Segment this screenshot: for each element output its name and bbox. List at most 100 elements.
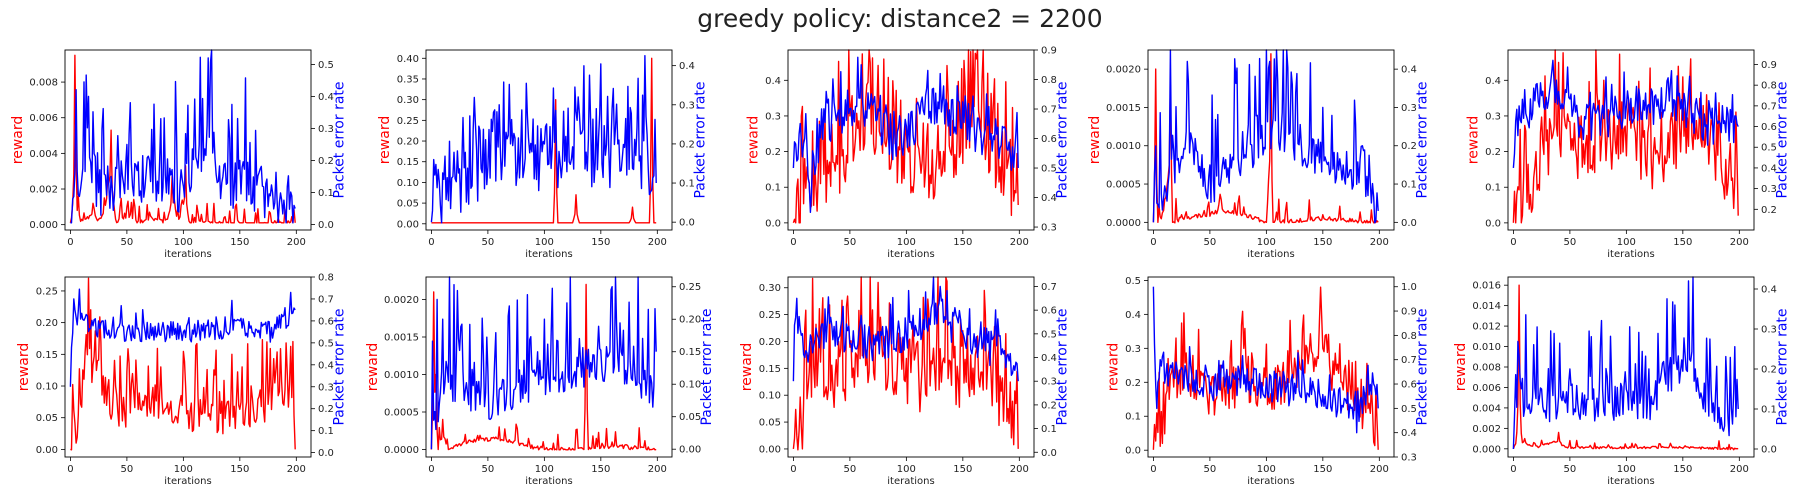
x-tick-label: 100 [174, 464, 193, 475]
y-left-tick-label: 0.25 [36, 286, 58, 297]
y-left-tick-label: 0.00 [36, 445, 58, 456]
subplot-6: 0 50 100 150 200 iterations 0.00 0.05 0.10 0.15 0.… [16, 273, 347, 488]
y-right-tick-label: 0.0 [1041, 448, 1057, 459]
y-right-axis-label: Packet error rate [1055, 308, 1071, 425]
y-right-tick-label: 0.5 [318, 338, 334, 349]
x-tick-label: 150 [591, 237, 610, 248]
plot-frame [787, 276, 1035, 458]
y-right-axis-label: Packet error rate [699, 308, 715, 425]
y-right-tick-label: 0.1 [1041, 424, 1057, 435]
y-right-tick-label: 0.2 [1401, 141, 1417, 152]
y-right-tick-label: 0.05 [679, 412, 701, 423]
y-right-tick-label: 0.0 [679, 218, 695, 229]
y-left-tick-label: 0.000 [29, 220, 58, 231]
x-tick-label: 0 [1510, 464, 1516, 475]
y-right-tick-label: 0.6 [318, 316, 334, 327]
y-left-tick-label: 0.002 [1472, 424, 1501, 435]
reward-line [430, 283, 657, 451]
x-tick-label: 0 [1510, 237, 1516, 248]
x-tick-label: 100 [897, 464, 916, 475]
y-right-tick-label: 0.6 [1761, 122, 1777, 133]
x-tick-label: 200 [1730, 237, 1749, 248]
y-left-tick-label: 0.25 [759, 310, 781, 321]
y-left-axis-label: reward [1105, 343, 1121, 392]
plot-frame [64, 49, 312, 231]
y-right-tick-label: 0.6 [1041, 134, 1057, 145]
y-right-tick-label: 0.3 [1401, 103, 1417, 114]
y-right-tick-label: 0.0 [318, 220, 334, 231]
y-right-tick-label: 0.3 [1401, 453, 1417, 464]
y-right-tick-label: 0.2 [1761, 205, 1777, 216]
x-tick-label: 200 [1010, 464, 1029, 475]
packet-error-line [1152, 49, 1379, 224]
x-tick-label: 200 [287, 464, 306, 475]
y-right-tick-label: 0.10 [679, 380, 701, 391]
y-right-tick-label: 0.1 [318, 426, 334, 437]
y-left-tick-label: 0.15 [36, 350, 58, 361]
packet-error-line [69, 288, 296, 387]
y-right-axis-label: Packet error rate [1415, 81, 1431, 198]
x-tick-label: 200 [648, 237, 667, 248]
x-tick-label: 0 [428, 464, 434, 475]
y-right-axis-label: Packet error rate [1055, 81, 1071, 198]
y-left-tick-label: 0.0020 [1106, 65, 1141, 76]
y-right-tick-label: 0.3 [318, 124, 334, 135]
y-right-tick-label: 0.5 [318, 60, 334, 71]
y-right-tick-label: 0.4 [1761, 285, 1777, 296]
y-left-axis-label: reward [10, 116, 26, 165]
y-right-axis-label: Packet error rate [1775, 81, 1791, 198]
y-left-tick-label: 0.008 [29, 78, 58, 89]
plot-frame [1147, 276, 1395, 458]
y-right-axis-label: Packet error rate [1415, 308, 1431, 425]
x-tick-label: 150 [1313, 237, 1332, 248]
x-tick-label: 150 [1313, 464, 1332, 475]
y-left-tick-label: 0.0015 [1106, 103, 1141, 114]
y-left-tick-label: 0.006 [29, 113, 58, 124]
x-tick-label: 50 [121, 464, 134, 475]
y-right-tick-label: 0.3 [1041, 377, 1057, 388]
y-right-tick-label: 0.3 [1761, 184, 1777, 195]
y-right-tick-label: 0.3 [1761, 325, 1777, 336]
y-right-tick-label: 0.25 [679, 282, 701, 293]
x-axis-label: iterations [1607, 249, 1654, 260]
x-tick-label: 50 [121, 237, 134, 248]
y-right-tick-label: 0.8 [1041, 75, 1057, 86]
y-left-tick-label: 0.008 [1472, 363, 1501, 374]
y-left-tick-label: 0.000 [1472, 444, 1501, 455]
y-right-tick-label: 0.00 [679, 445, 701, 456]
y-right-tick-label: 0.8 [318, 273, 334, 284]
x-tick-label: 100 [897, 237, 916, 248]
plot-frame [425, 276, 673, 458]
y-left-tick-label: 0.016 [1472, 281, 1501, 292]
y-right-tick-label: 0.3 [318, 382, 334, 393]
reward-line [1512, 284, 1739, 451]
y-left-tick-label: 0.10 [759, 391, 781, 402]
y-right-axis-label: Packet error rate [1775, 308, 1791, 425]
y-right-tick-label: 0.4 [1041, 353, 1057, 364]
y-right-tick-label: 0.9 [1041, 46, 1057, 57]
y-right-tick-label: 0.4 [1761, 163, 1777, 174]
y-left-axis-label: reward [377, 116, 393, 165]
subplot-1: 0 50 100 150 200 iterations 0.000 0.002 0.004 0.0… [10, 49, 348, 260]
x-axis-label: iterations [1247, 476, 1294, 487]
x-tick-label: 0 [67, 464, 73, 475]
y-right-tick-label: 0.8 [1761, 81, 1777, 92]
plot-frame [1507, 49, 1755, 231]
y-left-tick-label: 0.1 [765, 183, 781, 194]
y-right-tick-label: 0.9 [1401, 307, 1417, 318]
subplot-5: 0 50 100 150 200 iterations 0.0 0.1 0.2 0.3 0.4 0.2… [1465, 49, 1791, 260]
plot-frame [64, 276, 312, 458]
y-left-tick-label: 0.05 [36, 413, 58, 424]
y-right-tick-label: 0.4 [318, 360, 334, 371]
x-tick-label: 150 [230, 237, 249, 248]
y-left-tick-label: 0.3 [1125, 344, 1141, 355]
y-left-tick-label: 0.20 [759, 337, 781, 348]
x-axis-label: iterations [164, 249, 211, 260]
packet-error-line [1512, 59, 1739, 168]
y-right-tick-label: 0.8 [1401, 331, 1417, 342]
y-left-tick-label: 0.2 [1485, 147, 1501, 158]
x-tick-label: 200 [1010, 237, 1029, 248]
y-left-tick-label: 0.0015 [384, 333, 419, 344]
y-left-tick-label: 0.2 [1125, 378, 1141, 389]
x-axis-label: iterations [164, 476, 211, 487]
